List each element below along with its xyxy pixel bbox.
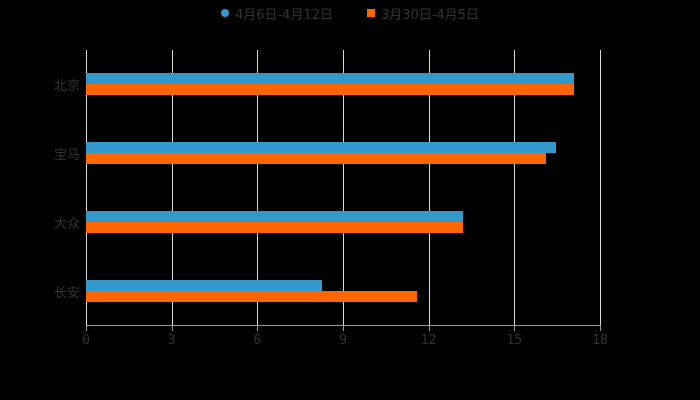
y-category-label: 长安 [53, 285, 80, 301]
x-tick-label: 15 [506, 333, 523, 348]
gridline [428, 50, 430, 325]
x-tick [86, 325, 87, 331]
y-category-label: 北京 [53, 79, 80, 95]
legend-label: 4月6日-4月12日 [234, 7, 333, 23]
gridline [257, 50, 259, 325]
gridline [171, 50, 173, 325]
plot-area [86, 50, 601, 325]
x-tick [343, 325, 344, 331]
x-tick [171, 325, 173, 331]
bar-series-1[interactable] [86, 279, 322, 291]
x-tick [428, 325, 430, 331]
bar-series-1[interactable] [86, 142, 556, 154]
gridline [86, 50, 87, 325]
x-tick [257, 325, 259, 331]
legend-item-series-1[interactable]: 4月6日-4月12日 [220, 4, 333, 23]
gridline [600, 50, 601, 325]
x-tick-label: 6 [253, 333, 262, 348]
x-tick-label: 0 [82, 333, 90, 348]
x-tick [600, 325, 601, 331]
y-category-label: 宝马 [53, 148, 80, 164]
legend-marker-circle-icon [220, 9, 229, 17]
bar-series-2[interactable] [86, 84, 575, 96]
legend-marker-square-icon [367, 9, 375, 17]
bar-series-1[interactable] [86, 73, 575, 85]
x-tick-label: 3 [167, 333, 176, 348]
bar-series-2[interactable] [86, 221, 463, 233]
bar-series-2[interactable] [86, 153, 546, 165]
x-tick-label: 9 [339, 333, 347, 348]
chart-legend: 4月6日-4月12日 3月30日-4月5日 [0, 4, 700, 23]
gridline [343, 50, 344, 325]
gridline [514, 50, 516, 325]
bar-series-2[interactable] [86, 290, 418, 302]
x-tick-label: 18 [592, 333, 608, 348]
y-category-label: 大众 [53, 216, 80, 232]
legend-label: 3月30日-4月5日 [381, 7, 480, 23]
x-tick [514, 325, 516, 331]
bar-series-1[interactable] [86, 210, 463, 222]
legend-item-series-2[interactable]: 3月30日-4月5日 [367, 4, 480, 23]
x-tick-label: 12 [420, 333, 437, 348]
